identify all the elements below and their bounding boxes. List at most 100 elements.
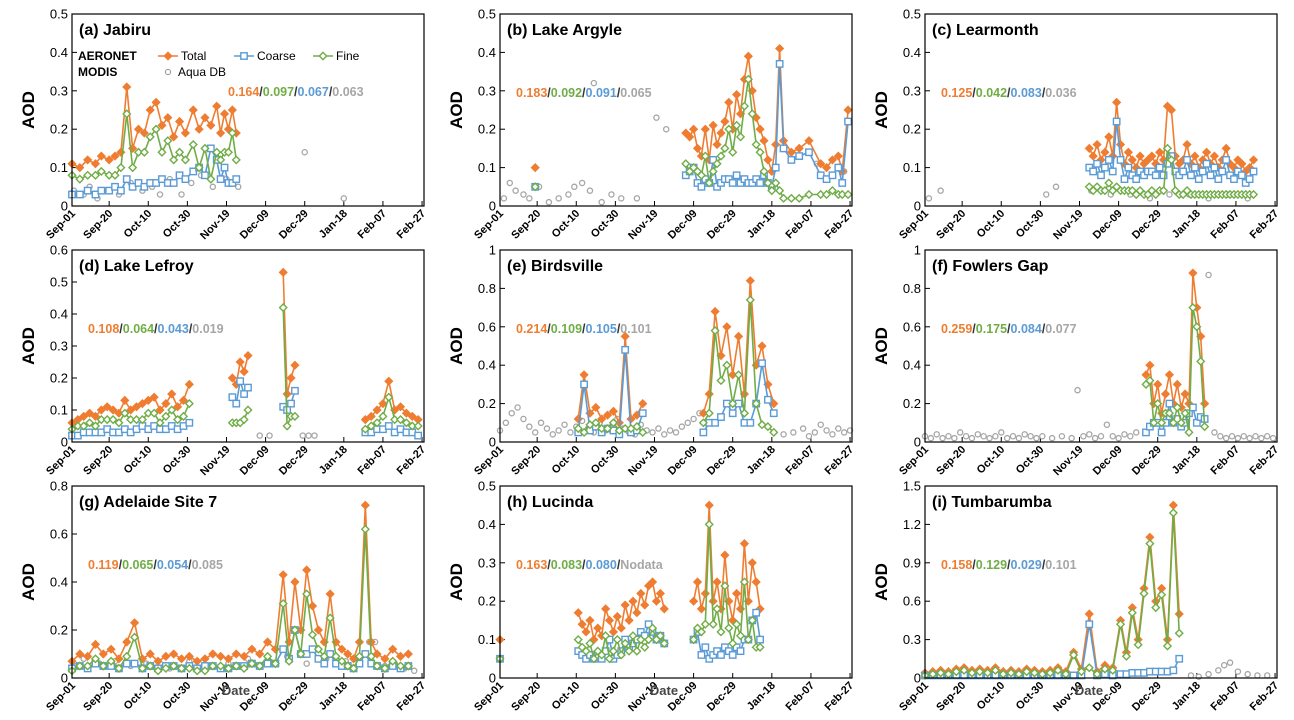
total-point bbox=[759, 136, 769, 146]
coarse-point bbox=[771, 163, 780, 172]
fine-point bbox=[1108, 665, 1118, 675]
fine-point bbox=[169, 155, 179, 165]
total-point bbox=[628, 596, 638, 606]
y-ticks: 0 0.2 0.4 0.6 0.8 1 bbox=[903, 243, 930, 450]
x-tick-label: Oct-10 bbox=[975, 208, 1008, 241]
total-point bbox=[286, 373, 296, 383]
x-tick-label: Dec-29 bbox=[277, 680, 311, 714]
coarse-point bbox=[384, 422, 393, 430]
fine-point bbox=[96, 166, 106, 177]
total-point bbox=[161, 651, 171, 661]
fine-point bbox=[83, 661, 93, 671]
coarse-point bbox=[1104, 156, 1113, 164]
y-ticks: 0 0.1 0.2 0.3 0.4 0.5 bbox=[478, 7, 505, 214]
panel-title: (i) Tumbarumba bbox=[932, 494, 1052, 511]
fine-point bbox=[640, 642, 650, 652]
total-point bbox=[343, 649, 353, 659]
fine-point bbox=[573, 635, 583, 645]
fine-point bbox=[1029, 668, 1040, 678]
total-line bbox=[71, 505, 409, 663]
total-point bbox=[83, 155, 93, 165]
stat-modis: 0.077 bbox=[1045, 322, 1076, 336]
fine-point bbox=[821, 189, 832, 200]
y-tick-label: 0.2 bbox=[478, 396, 496, 411]
x-tick-label: Feb-07 bbox=[355, 444, 389, 478]
total-point bbox=[173, 402, 183, 412]
fine-point bbox=[698, 418, 708, 428]
y-axis-label: AOD bbox=[19, 563, 38, 601]
total-point bbox=[302, 565, 312, 575]
fine-point bbox=[1184, 427, 1194, 437]
total-point bbox=[581, 627, 591, 637]
modis-point bbox=[962, 432, 970, 440]
total-point bbox=[685, 132, 695, 142]
fine-point bbox=[104, 170, 114, 180]
fine-point bbox=[1053, 665, 1063, 675]
total-point bbox=[227, 373, 237, 383]
fine-point bbox=[704, 178, 714, 188]
total-line bbox=[1145, 272, 1206, 414]
fine-point bbox=[589, 654, 599, 664]
total-point bbox=[692, 577, 703, 587]
x-tick-label: Feb-27 bbox=[823, 444, 857, 478]
modis-point bbox=[666, 427, 674, 434]
stat-total: 0.183 bbox=[516, 86, 547, 100]
total-point bbox=[712, 139, 722, 150]
fine-point bbox=[743, 74, 753, 84]
stats-text: 0.108/0.064/0.043/0.019 bbox=[88, 322, 224, 336]
coarse-point bbox=[795, 152, 804, 160]
x-tick-label: Feb-07 bbox=[1208, 680, 1242, 714]
x-tick-label: Nov-19 bbox=[198, 208, 232, 242]
modis-point bbox=[662, 125, 670, 133]
total-series bbox=[67, 267, 423, 428]
legend-coarse-label: Coarse bbox=[257, 49, 296, 63]
fine-point bbox=[173, 415, 183, 425]
coarse-point bbox=[717, 413, 725, 421]
stat-separator: / bbox=[188, 558, 192, 572]
modis-point bbox=[1086, 431, 1093, 438]
modis-point bbox=[1009, 432, 1017, 440]
modis-point bbox=[502, 419, 510, 427]
coarse-point bbox=[1089, 167, 1098, 176]
fine-point bbox=[573, 423, 583, 434]
total-point bbox=[90, 159, 101, 169]
plot-frame bbox=[924, 485, 1278, 679]
total-point bbox=[577, 619, 587, 629]
total-point bbox=[178, 395, 189, 405]
fine-point bbox=[302, 589, 312, 599]
modis-point bbox=[780, 431, 787, 438]
x-tick-label: Oct-30 bbox=[589, 444, 622, 477]
fine-point bbox=[843, 189, 853, 200]
fine-point bbox=[786, 193, 796, 203]
x-tick-label: Oct-30 bbox=[1014, 208, 1047, 241]
modis-point bbox=[178, 191, 185, 198]
coarse-point bbox=[130, 659, 139, 668]
fine-point bbox=[763, 422, 773, 432]
legend: AERONET Total Coarse Fine MODIS Aqua DB bbox=[78, 49, 360, 79]
y-tick-label: 0.4 bbox=[50, 45, 68, 60]
total-point bbox=[90, 411, 101, 421]
total-point bbox=[372, 405, 382, 415]
legend-modis: MODIS bbox=[78, 65, 117, 79]
total-point bbox=[395, 402, 406, 412]
x-tick-label: Feb-27 bbox=[1248, 444, 1282, 478]
total-point bbox=[1180, 389, 1190, 399]
fine-point bbox=[591, 418, 601, 428]
coarse-point bbox=[181, 175, 190, 184]
total-point bbox=[1229, 163, 1239, 173]
y-axis-label: AOD bbox=[872, 91, 891, 129]
stat-modis: 0.063 bbox=[332, 85, 363, 99]
stat-total: 0.125 bbox=[941, 86, 972, 100]
fine-point bbox=[223, 663, 234, 673]
total-point bbox=[743, 51, 753, 61]
fine-point bbox=[759, 166, 769, 177]
total-point bbox=[262, 637, 273, 647]
coarse-point bbox=[116, 186, 125, 195]
total-point bbox=[601, 604, 611, 614]
total-point bbox=[239, 367, 249, 377]
y-tick-label: 0 bbox=[61, 435, 68, 450]
total-point bbox=[219, 109, 230, 119]
total-point bbox=[1123, 147, 1133, 157]
fine-point bbox=[616, 650, 626, 660]
x-tick-label: Feb-07 bbox=[1208, 208, 1242, 242]
